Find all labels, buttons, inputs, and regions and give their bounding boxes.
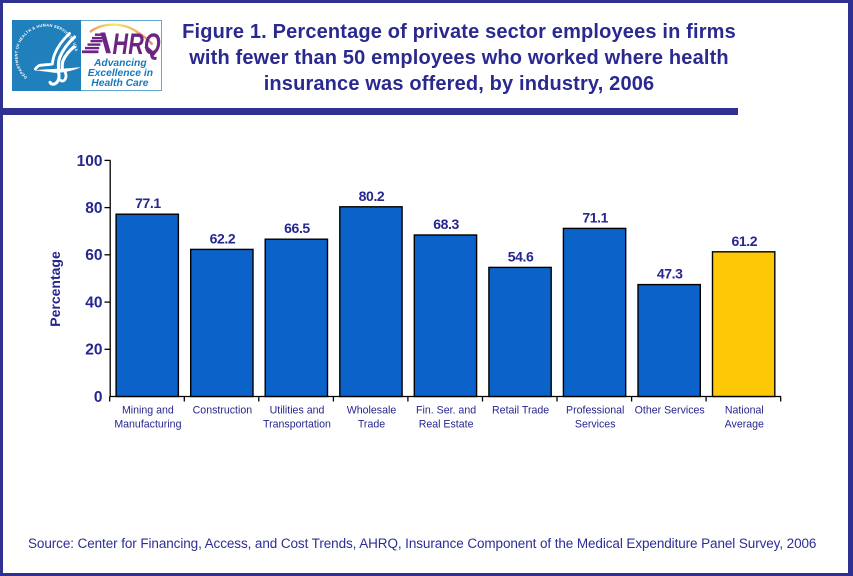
svg-text:Percentage: Percentage [47, 251, 63, 327]
svg-text:Professional: Professional [566, 405, 624, 417]
svg-text:Health Care: Health Care [91, 78, 148, 89]
svg-text:0: 0 [94, 389, 103, 406]
svg-text:National: National [725, 405, 764, 417]
svg-text:71.1: 71.1 [582, 209, 608, 225]
svg-text:Mining and: Mining and [122, 405, 174, 417]
svg-text:68.3: 68.3 [433, 216, 459, 232]
svg-text:Transportation: Transportation [263, 419, 331, 431]
svg-text:54.6: 54.6 [508, 248, 534, 264]
svg-text:Average: Average [725, 419, 764, 431]
svg-text:Other Services: Other Services [635, 405, 705, 417]
svg-text:60: 60 [85, 247, 102, 264]
svg-text:Advancing: Advancing [93, 58, 147, 69]
svg-text:Manufacturing: Manufacturing [114, 419, 181, 431]
svg-text:HRQ: HRQ [113, 29, 161, 61]
svg-text:80: 80 [85, 200, 102, 217]
svg-text:Fin. Ser. and: Fin. Ser. and [416, 405, 476, 417]
svg-text:100: 100 [77, 153, 103, 170]
svg-text:Real Estate: Real Estate [419, 419, 474, 431]
svg-text:Wholesale: Wholesale [347, 405, 397, 417]
svg-text:20: 20 [85, 342, 102, 359]
svg-text:Trade: Trade [358, 419, 385, 431]
svg-text:62.2: 62.2 [210, 230, 236, 246]
svg-text:80.2: 80.2 [359, 188, 385, 204]
svg-text:40: 40 [85, 294, 102, 311]
svg-text:Services: Services [575, 419, 616, 431]
svg-text:66.5: 66.5 [284, 220, 310, 236]
svg-text:Retail Trade: Retail Trade [492, 405, 549, 417]
svg-text:Construction: Construction [193, 405, 253, 417]
svg-text:47.3: 47.3 [657, 266, 683, 282]
svg-text:Excellence in: Excellence in [88, 68, 153, 79]
svg-text:Utilities and: Utilities and [270, 405, 325, 417]
svg-text:61.2: 61.2 [731, 233, 757, 249]
svg-text:77.1: 77.1 [135, 195, 161, 211]
